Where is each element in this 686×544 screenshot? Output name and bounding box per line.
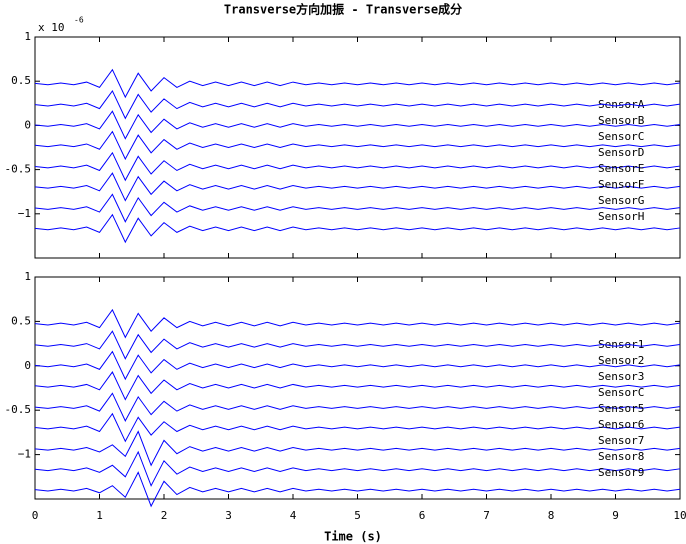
- trace: [34, 308, 681, 339]
- trace: [34, 471, 681, 508]
- legend-label: Sensor5: [598, 402, 644, 415]
- x-tick-label: 1: [96, 509, 103, 522]
- legend-label: Sensor8: [598, 450, 644, 463]
- legend-label: SensorF: [598, 178, 644, 191]
- trace: [34, 450, 681, 487]
- legend-label: Sensor6: [598, 418, 644, 431]
- legend-label: SensorB: [598, 114, 645, 127]
- legend-label: SensorG: [598, 194, 644, 207]
- trace: [34, 412, 681, 443]
- y-tick-label: 1: [24, 30, 31, 43]
- trace: [34, 213, 681, 244]
- legend-label: SensorH: [598, 210, 644, 223]
- x-tick-label: 10: [673, 509, 686, 522]
- legend-label: SensorA: [598, 98, 645, 111]
- trace: [34, 330, 681, 360]
- y-multiplier: x 10: [38, 21, 65, 34]
- x-tick-label: 5: [354, 509, 361, 522]
- legend-label: SensorD: [598, 146, 644, 159]
- legend-label: SensorC: [598, 386, 644, 399]
- y-tick-label: 1: [24, 270, 31, 283]
- legend-label: Sensor9: [598, 466, 644, 479]
- legend-label: SensorE: [598, 162, 644, 175]
- y-tick-label: 0.5: [11, 74, 31, 87]
- chart-title: Transverse方向加振 - Transverse成分: [224, 2, 462, 17]
- x-tick-label: 8: [548, 509, 555, 522]
- trace: [34, 392, 681, 422]
- legend-label: Sensor2: [598, 354, 644, 367]
- trace: [34, 430, 681, 467]
- y-tick-label: -0.5: [5, 403, 32, 416]
- y-tick-label: -0.5: [5, 163, 32, 176]
- x-tick-label: 9: [612, 509, 619, 522]
- legend-label: SensorC: [598, 130, 644, 143]
- x-tick-label: 6: [419, 509, 426, 522]
- x-tick-label: 3: [225, 509, 232, 522]
- x-tick-label: 7: [483, 509, 490, 522]
- y-tick-label: −1: [18, 448, 31, 461]
- trace: [34, 89, 681, 120]
- legend-label: Sensor3: [598, 370, 644, 383]
- x-tick-label: 4: [290, 509, 297, 522]
- trace: [34, 172, 681, 202]
- x-tick-label: 2: [161, 509, 168, 522]
- legend-label: Sensor1: [598, 338, 644, 351]
- trace: [34, 350, 681, 381]
- y-tick-label: 0: [24, 359, 31, 372]
- trace: [34, 68, 681, 99]
- y-tick-label: −1: [18, 207, 31, 220]
- x-tick-label: 0: [32, 509, 39, 522]
- trace: [34, 193, 681, 223]
- trace: [34, 130, 681, 161]
- legend-label: Sensor7: [598, 434, 644, 447]
- trace: [34, 151, 681, 182]
- plot-area: [34, 36, 681, 259]
- y-tick-label: 0: [24, 118, 31, 131]
- x-axis-label: Time (s): [324, 530, 382, 544]
- trace: [34, 110, 681, 140]
- trace: [34, 371, 681, 401]
- y-tick-label: 0.5: [11, 314, 31, 327]
- y-exponent: -6: [74, 16, 84, 25]
